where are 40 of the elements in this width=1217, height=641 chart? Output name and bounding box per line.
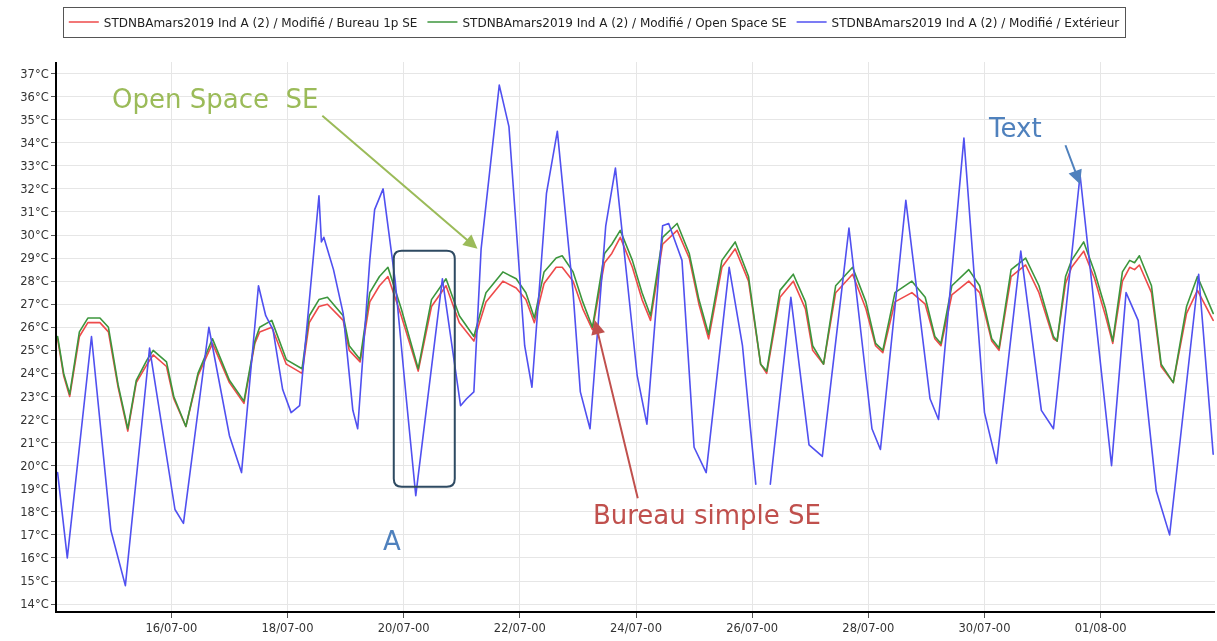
y-tick-label: 14°C [20,597,49,612]
x-tick-label: 30/07-00 [958,620,1011,635]
x-tick-label: 22/07-00 [493,620,546,635]
y-tick-label: 30°C [20,228,49,243]
y-tick-label: 35°C [20,112,49,127]
y-tick-label: 34°C [20,135,49,150]
y-tick-label: 15°C [20,574,49,589]
y-tick-label: 37°C [20,66,49,81]
x-tick-label: 16/07-00 [145,620,198,635]
y-tick-label: 19°C [20,481,49,496]
y-tick-label: 22°C [20,412,49,427]
y-tick-label: 36°C [20,89,49,104]
y-tick-label: 20°C [20,458,49,473]
y-tick-label: 32°C [20,181,49,196]
legend-label: STDNBAmars2019 Ind A (2) / Modifié / Extérieur [831,15,1120,30]
annotation: Text [988,113,1042,143]
annotation: Open Space SE [112,84,319,114]
x-tick-label: 18/07-00 [261,620,314,635]
y-tick-label: 31°C [20,204,49,219]
y-tick-label: 33°C [20,158,49,173]
x-tick-label: 26/07-00 [726,620,779,635]
y-tick-label: 26°C [20,320,49,335]
legend-label: STDNBAmars2019 Ind A (2) / Modifié / Open Space SE [462,15,787,30]
annotation: Bureau simple SE [592,500,821,530]
y-tick-label: 29°C [20,251,49,266]
y-tick-label: 18°C [20,504,49,519]
x-tick-label: 20/07-00 [377,620,430,635]
y-tick-label: 27°C [20,297,49,312]
y-tick-label: 23°C [20,389,49,404]
x-tick-label: 24/07-00 [610,620,662,635]
annotation: A [383,526,401,556]
x-tick-label: 28/07-00 [842,620,895,635]
y-tick-label: 25°C [20,343,49,358]
y-tick-label: 21°C [20,435,49,450]
legend-label: STDNBAmars2019 Ind A (2) / Modifié / Bureau 1p SE [103,15,418,30]
x-tick-label: 01/08-00 [1074,620,1127,635]
y-tick-label: 28°C [20,274,49,289]
y-tick-label: 17°C [20,527,49,542]
y-tick-label: 24°C [20,366,49,381]
y-tick-label: 16°C [20,550,49,565]
